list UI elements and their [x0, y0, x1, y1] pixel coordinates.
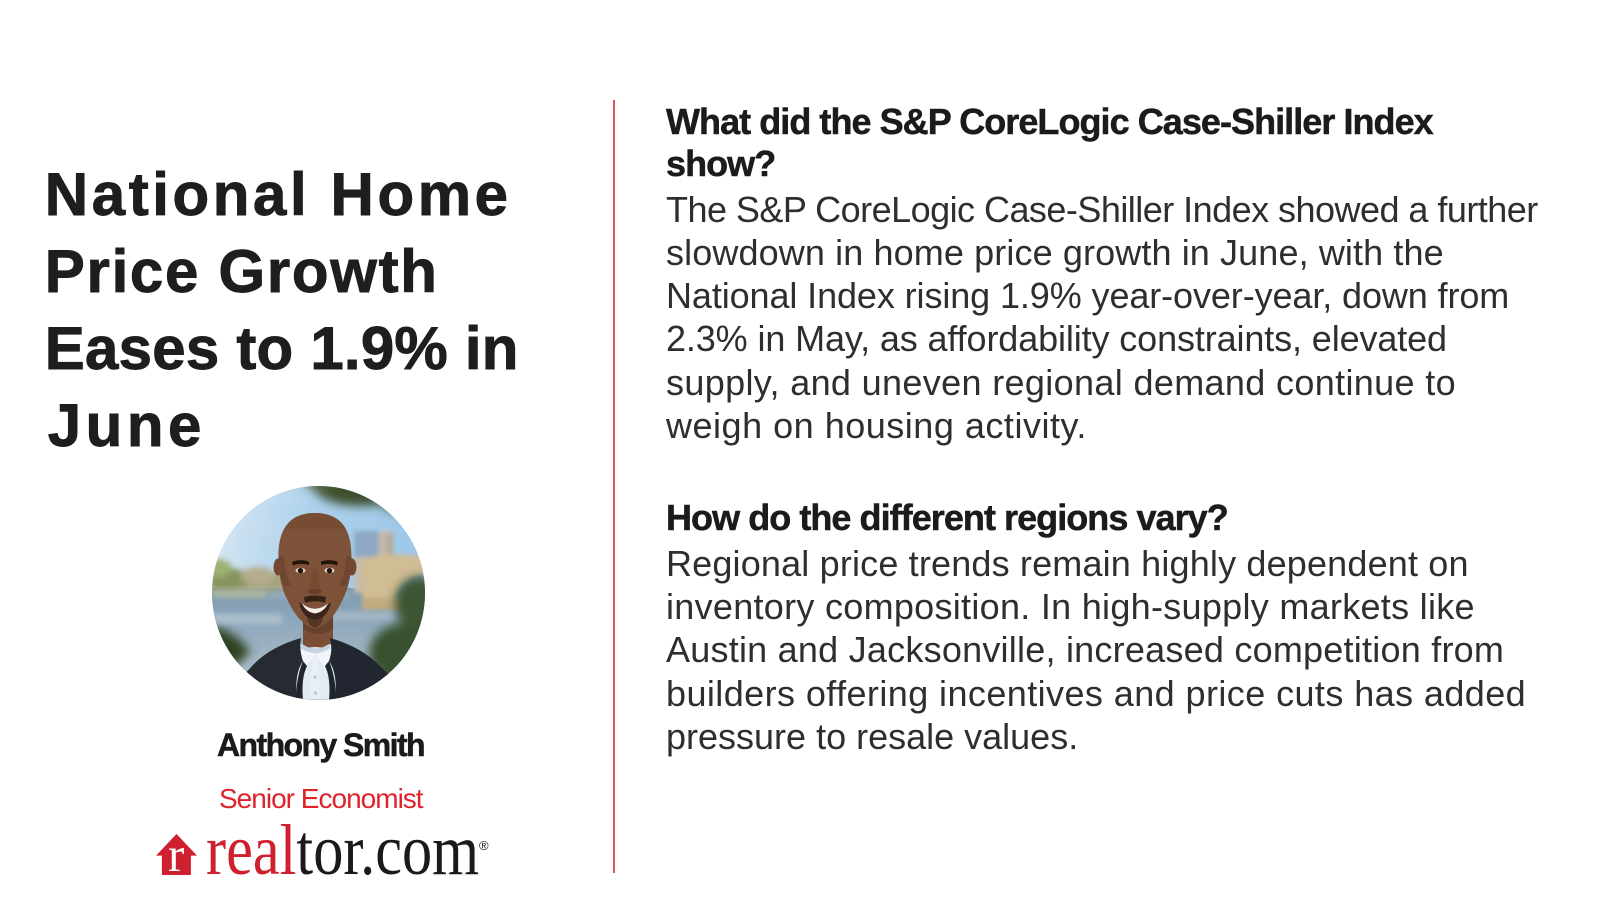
- svg-text:r: r: [168, 834, 184, 875]
